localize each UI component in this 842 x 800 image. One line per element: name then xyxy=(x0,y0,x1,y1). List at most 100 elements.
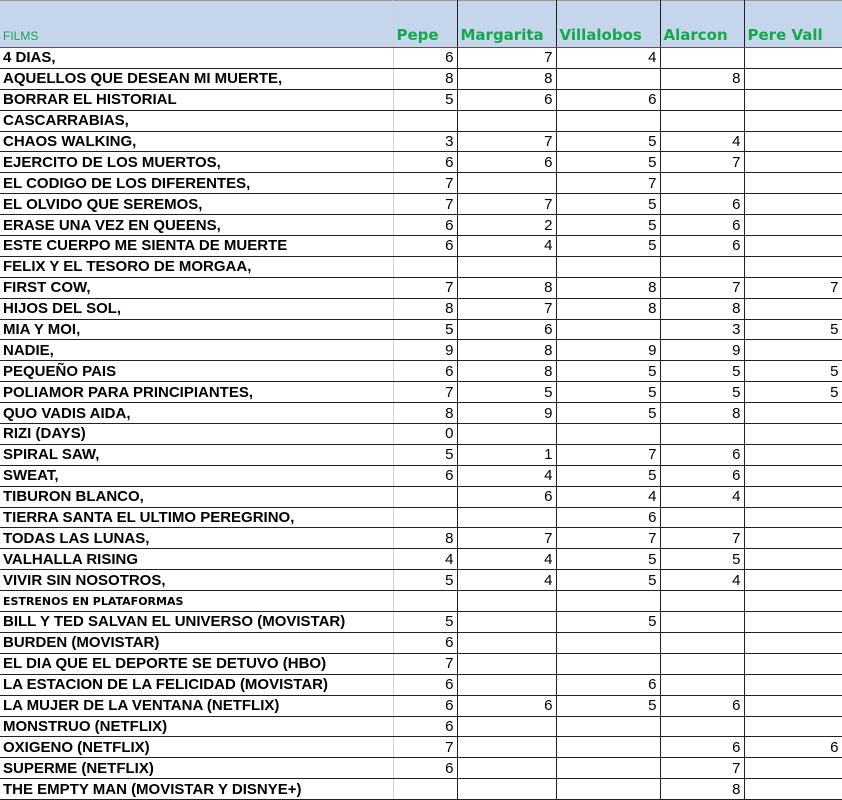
score-cell-pere-vall[interactable] xyxy=(744,548,842,571)
score-cell-villalobos[interactable] xyxy=(556,319,661,341)
score-cell-pere-vall[interactable] xyxy=(744,256,842,278)
score-cell-pepe[interactable]: 6 xyxy=(393,632,458,654)
score-cell-pere-vall[interactable] xyxy=(744,611,842,633)
film-title-cell[interactable]: CHAOS WALKING, xyxy=(0,131,394,153)
score-cell-margarita[interactable] xyxy=(457,736,557,759)
score-cell-villalobos[interactable] xyxy=(556,68,661,90)
score-cell-pere-vall[interactable] xyxy=(744,674,842,696)
score-cell-margarita[interactable]: 1 xyxy=(457,444,557,466)
film-title-cell[interactable]: EJERCITO DE LOS MUERTOS, xyxy=(0,151,394,174)
score-cell-villalobos[interactable]: 7 xyxy=(556,527,661,550)
score-cell-margarita[interactable]: 8 xyxy=(457,277,557,299)
score-cell-villalobos[interactable]: 5 xyxy=(556,360,661,383)
score-cell-margarita[interactable] xyxy=(457,590,557,613)
score-cell-pepe[interactable]: 6 xyxy=(393,716,458,738)
score-cell-pepe[interactable]: 6 xyxy=(393,674,458,696)
film-title-cell[interactable]: VIVIR SIN NOSOTROS, xyxy=(0,569,394,592)
score-cell-pere-vall[interactable]: 7 xyxy=(744,277,842,299)
score-cell-pepe[interactable]: 5 xyxy=(393,444,458,466)
score-cell-margarita[interactable] xyxy=(457,423,557,445)
film-title-cell[interactable]: MIA Y MOI, xyxy=(0,319,394,341)
score-cell-villalobos[interactable]: 5 xyxy=(556,381,661,404)
score-cell-alarcon[interactable]: 8 xyxy=(660,68,745,90)
score-cell-pere-vall[interactable] xyxy=(744,465,842,487)
score-cell-alarcon[interactable]: 7 xyxy=(660,527,745,550)
film-title-cell[interactable]: ESTRENOS EN PLATAFORMAS xyxy=(0,590,394,613)
score-cell-pepe[interactable]: 7 xyxy=(393,653,458,675)
score-cell-alarcon[interactable]: 3 xyxy=(660,319,745,341)
score-cell-villalobos[interactable] xyxy=(556,632,661,654)
score-cell-pepe[interactable]: 6 xyxy=(393,151,458,174)
score-cell-alarcon[interactable]: 9 xyxy=(660,339,745,362)
film-title-cell[interactable]: 4 DIAS, xyxy=(0,47,394,69)
film-title-cell[interactable]: HIJOS DEL SOL, xyxy=(0,298,394,320)
score-cell-pepe[interactable]: 4 xyxy=(393,548,458,571)
film-title-cell[interactable]: MONSTRUO (NETFLIX) xyxy=(0,716,394,738)
score-cell-alarcon[interactable]: 6 xyxy=(660,465,745,487)
score-cell-villalobos[interactable]: 5 xyxy=(556,151,661,174)
film-title-cell[interactable]: ERASE UNA VEZ EN QUEENS, xyxy=(0,214,394,237)
score-cell-alarcon[interactable] xyxy=(660,256,745,278)
score-cell-pepe[interactable]: 0 xyxy=(393,423,458,445)
score-cell-pepe[interactable]: 6 xyxy=(393,235,458,257)
score-cell-pepe[interactable]: 5 xyxy=(393,611,458,633)
film-title-cell[interactable]: POLIAMOR PARA PRINCIPIANTES, xyxy=(0,381,394,404)
score-cell-pere-vall[interactable] xyxy=(744,423,842,445)
score-cell-villalobos[interactable]: 8 xyxy=(556,298,661,320)
score-cell-pepe[interactable]: 3 xyxy=(393,131,458,153)
score-cell-margarita[interactable] xyxy=(457,778,557,800)
score-cell-pepe[interactable]: 6 xyxy=(393,757,458,780)
score-cell-margarita[interactable]: 8 xyxy=(457,68,557,90)
score-cell-villalobos[interactable]: 8 xyxy=(556,277,661,299)
film-title-cell[interactable]: LA ESTACION DE LA FELICIDAD (MOVISTAR) xyxy=(0,674,394,696)
score-cell-villalobos[interactable] xyxy=(556,736,661,759)
score-cell-villalobos[interactable]: 5 xyxy=(556,569,661,592)
score-cell-pepe[interactable]: 9 xyxy=(393,339,458,362)
score-cell-margarita[interactable]: 7 xyxy=(457,131,557,153)
score-cell-margarita[interactable]: 6 xyxy=(457,695,557,717)
score-cell-pepe[interactable]: 5 xyxy=(393,569,458,592)
score-cell-pere-vall[interactable] xyxy=(744,151,842,174)
film-title-cell[interactable]: RIZI (DAYS) xyxy=(0,423,394,445)
score-cell-pepe[interactable]: 6 xyxy=(393,465,458,487)
score-cell-margarita[interactable] xyxy=(457,256,557,278)
score-cell-alarcon[interactable] xyxy=(660,110,745,132)
score-cell-alarcon[interactable]: 4 xyxy=(660,131,745,153)
film-title-cell[interactable]: QUO VADIS AIDA, xyxy=(0,402,394,425)
score-cell-pepe[interactable]: 6 xyxy=(393,695,458,717)
film-title-cell[interactable]: PEQUEÑO PAIS xyxy=(0,360,394,383)
score-cell-villalobos[interactable]: 7 xyxy=(556,172,661,195)
score-cell-alarcon[interactable] xyxy=(660,47,745,69)
score-cell-alarcon[interactable]: 6 xyxy=(660,695,745,717)
score-cell-villalobos[interactable]: 5 xyxy=(556,548,661,571)
film-title-cell[interactable]: NADIE, xyxy=(0,339,394,362)
score-cell-villalobos[interactable]: 7 xyxy=(556,444,661,466)
score-cell-pere-vall[interactable] xyxy=(744,402,842,425)
header-pere-vall[interactable]: Pere Vall xyxy=(744,0,842,48)
score-cell-alarcon[interactable] xyxy=(660,89,745,111)
score-cell-alarcon[interactable]: 6 xyxy=(660,736,745,759)
score-cell-alarcon[interactable]: 4 xyxy=(660,486,745,508)
score-cell-alarcon[interactable] xyxy=(660,716,745,738)
header-films[interactable]: FILMS xyxy=(0,0,394,48)
score-cell-pere-vall[interactable] xyxy=(744,778,842,800)
score-cell-margarita[interactable] xyxy=(457,653,557,675)
score-cell-alarcon[interactable]: 8 xyxy=(660,298,745,320)
score-cell-pepe[interactable]: 6 xyxy=(393,360,458,383)
score-cell-pepe[interactable]: 8 xyxy=(393,68,458,90)
score-cell-villalobos[interactable]: 5 xyxy=(556,402,661,425)
score-cell-margarita[interactable] xyxy=(457,716,557,738)
score-cell-villalobos[interactable] xyxy=(556,256,661,278)
score-cell-margarita[interactable] xyxy=(457,611,557,633)
film-title-cell[interactable]: SPIRAL SAW, xyxy=(0,444,394,466)
score-cell-villalobos[interactable]: 5 xyxy=(556,131,661,153)
film-title-cell[interactable]: EL DIA QUE EL DEPORTE SE DETUVO (HBO) xyxy=(0,653,394,675)
score-cell-villalobos[interactable]: 9 xyxy=(556,339,661,362)
score-cell-alarcon[interactable] xyxy=(660,674,745,696)
score-cell-alarcon[interactable] xyxy=(660,172,745,195)
score-cell-margarita[interactable]: 7 xyxy=(457,298,557,320)
film-title-cell[interactable]: ESTE CUERPO ME SIENTA DE MUERTE xyxy=(0,235,394,257)
score-cell-alarcon[interactable]: 4 xyxy=(660,569,745,592)
header-villalobos[interactable]: Villalobos xyxy=(556,0,661,48)
score-cell-pepe[interactable]: 7 xyxy=(393,736,458,759)
